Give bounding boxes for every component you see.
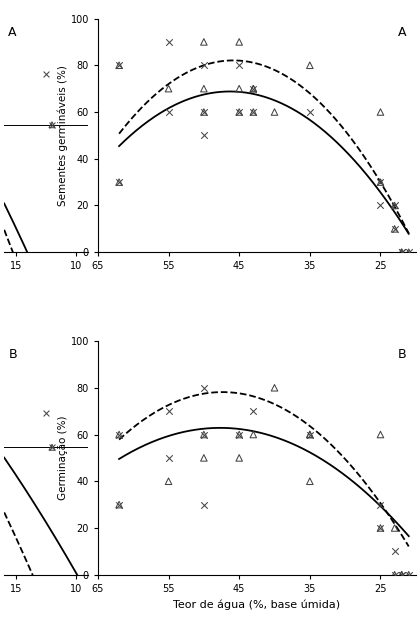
Point bbox=[236, 61, 242, 70]
Point bbox=[398, 570, 405, 580]
Point bbox=[250, 107, 257, 117]
Point bbox=[165, 476, 172, 486]
Text: A: A bbox=[398, 25, 406, 38]
Point bbox=[116, 430, 123, 439]
Point bbox=[43, 408, 50, 418]
Point bbox=[49, 120, 55, 130]
Point bbox=[165, 83, 172, 93]
Point bbox=[200, 130, 207, 140]
Point bbox=[307, 61, 313, 70]
Point bbox=[391, 224, 398, 234]
Point bbox=[116, 430, 123, 439]
Point bbox=[165, 406, 172, 416]
Point bbox=[398, 247, 405, 257]
Point bbox=[307, 430, 313, 439]
Point bbox=[200, 430, 207, 439]
Point bbox=[250, 107, 257, 117]
Point bbox=[271, 383, 278, 392]
Point bbox=[116, 500, 123, 510]
Point bbox=[49, 442, 55, 452]
Point bbox=[236, 37, 242, 47]
Point bbox=[165, 453, 172, 463]
Point bbox=[165, 37, 172, 47]
Point bbox=[391, 570, 398, 580]
Point bbox=[200, 61, 207, 70]
Point bbox=[405, 247, 412, 257]
Point bbox=[405, 247, 412, 257]
Point bbox=[307, 430, 313, 439]
Point bbox=[398, 570, 405, 580]
Point bbox=[307, 430, 313, 439]
Point bbox=[271, 107, 278, 117]
Point bbox=[116, 177, 123, 187]
Point bbox=[236, 83, 242, 93]
Point bbox=[391, 201, 398, 211]
Point bbox=[49, 120, 55, 130]
Point bbox=[250, 83, 257, 93]
Point bbox=[250, 83, 257, 93]
Point bbox=[391, 523, 398, 533]
Point bbox=[116, 500, 123, 510]
Y-axis label: Germinação (%): Germinação (%) bbox=[58, 416, 68, 500]
Point bbox=[236, 453, 242, 463]
Point bbox=[398, 247, 405, 257]
Point bbox=[377, 177, 384, 187]
Point bbox=[307, 476, 313, 486]
Text: B: B bbox=[398, 348, 406, 361]
Point bbox=[116, 61, 123, 70]
Point bbox=[236, 107, 242, 117]
Point bbox=[250, 83, 257, 93]
Point bbox=[116, 177, 123, 187]
Point bbox=[49, 442, 55, 452]
Point bbox=[236, 430, 242, 439]
Point bbox=[377, 107, 384, 117]
Point bbox=[250, 406, 257, 416]
Point bbox=[398, 247, 405, 257]
Point bbox=[43, 69, 50, 78]
Point bbox=[391, 224, 398, 234]
Point bbox=[200, 430, 207, 439]
Point bbox=[250, 430, 257, 439]
Point bbox=[236, 107, 242, 117]
Point bbox=[405, 570, 412, 580]
Point bbox=[398, 570, 405, 580]
Point bbox=[391, 546, 398, 556]
Point bbox=[377, 201, 384, 211]
Point bbox=[398, 570, 405, 580]
Point bbox=[391, 201, 398, 211]
Point bbox=[377, 500, 384, 510]
Point bbox=[165, 107, 172, 117]
Point bbox=[200, 107, 207, 117]
Point bbox=[307, 107, 313, 117]
Point bbox=[391, 570, 398, 580]
Point bbox=[200, 383, 207, 392]
Point bbox=[116, 61, 123, 70]
X-axis label: Teor de água (%, base úmida): Teor de água (%, base úmida) bbox=[173, 599, 341, 610]
Point bbox=[377, 523, 384, 533]
Point bbox=[405, 570, 412, 580]
Point bbox=[200, 500, 207, 510]
Point bbox=[200, 107, 207, 117]
Point bbox=[200, 453, 207, 463]
Point bbox=[200, 37, 207, 47]
Point bbox=[377, 523, 384, 533]
Point bbox=[236, 430, 242, 439]
Point bbox=[200, 83, 207, 93]
Point bbox=[377, 430, 384, 439]
Point bbox=[377, 177, 384, 187]
Text: A: A bbox=[8, 25, 17, 38]
Point bbox=[398, 247, 405, 257]
Text: B: B bbox=[8, 348, 17, 361]
Y-axis label: Sementes germináveis (%): Sementes germináveis (%) bbox=[57, 65, 68, 206]
